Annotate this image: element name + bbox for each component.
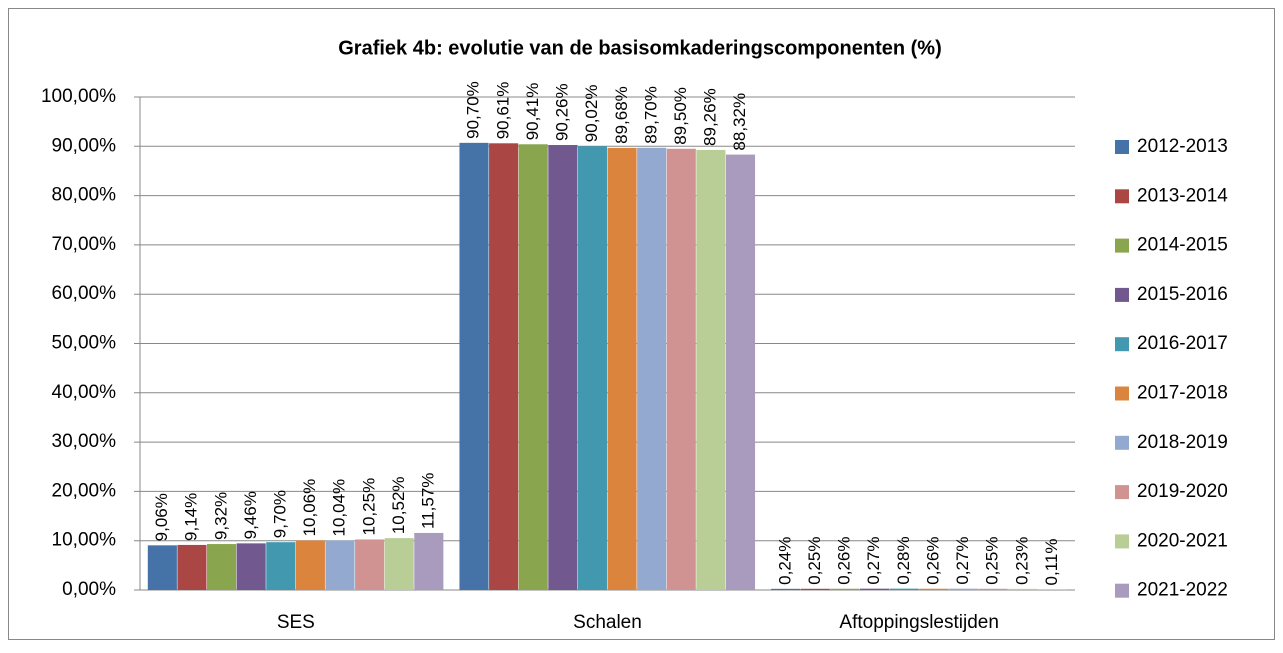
- legend-swatch: [1115, 189, 1129, 204]
- y-tick-label: 40,00%: [52, 382, 117, 403]
- legend-swatch: [1115, 485, 1129, 500]
- bar: [696, 149, 726, 591]
- data-label: 89,68%: [612, 86, 631, 144]
- y-tick-label: 30,00%: [52, 431, 117, 452]
- bar: [637, 147, 667, 591]
- bar: [518, 144, 548, 591]
- bar: [666, 148, 696, 590]
- data-label: 0,26%: [835, 537, 854, 585]
- bar: [830, 588, 860, 590]
- data-label: 90,26%: [553, 83, 572, 141]
- data-label: 0,25%: [805, 537, 824, 585]
- y-tick-label: 80,00%: [52, 185, 117, 206]
- data-label: 90,61%: [493, 82, 512, 140]
- bar: [295, 540, 325, 590]
- bar: [414, 532, 444, 590]
- y-tick-label: 50,00%: [52, 333, 117, 354]
- data-label: 11,57%: [419, 473, 438, 529]
- data-label: 9,46%: [241, 491, 260, 539]
- data-label: 10,04%: [330, 479, 349, 537]
- legend-label: 2019-2020: [1137, 481, 1228, 502]
- data-label: 89,70%: [641, 86, 660, 144]
- legend-swatch: [1115, 583, 1129, 598]
- data-label: 10,25%: [359, 478, 378, 536]
- data-label: 9,70%: [271, 490, 290, 538]
- bar: [978, 588, 1008, 590]
- legend-label: 2021-2022: [1137, 580, 1228, 601]
- bar: [266, 542, 296, 590]
- bar: [489, 143, 519, 590]
- data-label: 10,52%: [389, 476, 408, 534]
- data-label: 0,28%: [894, 536, 913, 584]
- bar: [384, 538, 414, 590]
- data-label: 90,02%: [582, 85, 601, 143]
- bar: [771, 588, 801, 590]
- data-label: 9,32%: [211, 492, 230, 540]
- bar: [355, 539, 385, 590]
- bar: [236, 543, 266, 590]
- legend-label: 2014-2015: [1137, 235, 1228, 256]
- bar: [725, 154, 756, 590]
- bar: [800, 588, 830, 590]
- legend-label: 2015-2016: [1137, 284, 1228, 305]
- legend-label: 2012-2013: [1137, 136, 1228, 157]
- data-label: 0,27%: [864, 536, 883, 584]
- legend-label: 2013-2014: [1137, 185, 1228, 206]
- data-label: 90,70%: [464, 81, 483, 139]
- y-tick-label: 10,00%: [52, 530, 117, 551]
- bar: [177, 544, 207, 590]
- legend-swatch: [1115, 238, 1129, 253]
- bar: [147, 545, 177, 590]
- legend-label: 2020-2021: [1137, 530, 1228, 551]
- bar: [548, 145, 578, 591]
- bar: [577, 146, 607, 590]
- bar: [607, 147, 637, 590]
- data-label: 0,25%: [983, 537, 1002, 585]
- data-label: 10,06%: [300, 479, 319, 537]
- legend-swatch: [1115, 435, 1129, 450]
- legend-label: 2016-2017: [1137, 333, 1228, 354]
- bar: [889, 588, 919, 590]
- y-tick-label: 0,00%: [62, 579, 116, 600]
- x-tick-label: Aftoppingslestijden: [839, 612, 999, 633]
- data-label: 0,23%: [1012, 537, 1031, 585]
- bar: [325, 540, 355, 590]
- bar: [919, 588, 949, 590]
- data-label: 90,41%: [523, 83, 542, 141]
- legend-swatch: [1115, 337, 1129, 352]
- bar: [207, 544, 237, 590]
- legend-swatch: [1115, 534, 1129, 549]
- data-label: 9,06%: [152, 493, 171, 541]
- data-label: 9,14%: [182, 493, 201, 541]
- data-label: 0,24%: [775, 537, 794, 585]
- data-label: 89,26%: [701, 88, 720, 146]
- data-label: 0,27%: [953, 536, 972, 584]
- y-tick-label: 20,00%: [52, 480, 117, 501]
- chart-title: Grafiek 4b: evolutie van de basisomkader…: [338, 37, 942, 59]
- legend-swatch: [1115, 287, 1129, 302]
- bar: [948, 588, 978, 590]
- data-label: 88,32%: [730, 93, 749, 151]
- legend-swatch: [1115, 140, 1129, 154]
- y-tick-label: 70,00%: [52, 234, 117, 255]
- data-label: 0,11%: [1042, 539, 1061, 586]
- bar: [459, 142, 489, 590]
- legend-label: 2018-2019: [1137, 432, 1228, 453]
- y-tick-label: 60,00%: [52, 283, 117, 304]
- x-tick-label: SES: [277, 612, 315, 633]
- bar: [859, 588, 890, 590]
- bar: [1007, 588, 1038, 590]
- bar: [1037, 589, 1067, 590]
- y-tick-label: 100,00%: [41, 86, 116, 107]
- x-tick-label: Schalen: [573, 612, 642, 633]
- data-label: 0,26%: [923, 537, 942, 585]
- legend-swatch: [1115, 386, 1129, 401]
- data-label: 89,50%: [671, 87, 690, 145]
- y-tick-label: 90,00%: [52, 135, 117, 156]
- legend-label: 2017-2018: [1137, 383, 1228, 404]
